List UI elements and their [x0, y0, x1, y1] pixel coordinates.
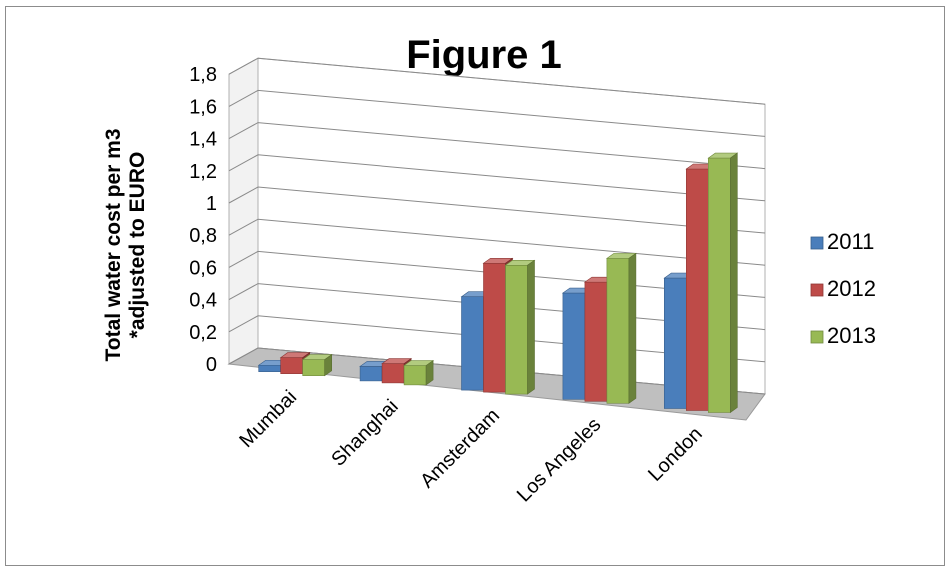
y-tick-label: 0 — [206, 354, 217, 376]
bar-front — [685, 168, 709, 411]
gridline — [228, 57, 766, 105]
bar — [504, 259, 536, 395]
y-tick-label: 0,4 — [189, 290, 217, 312]
x-tick-label: Los Angeles — [513, 414, 606, 507]
y-tick-label: 0,6 — [189, 257, 217, 279]
x-tick-label: Mumbai — [235, 386, 301, 452]
bar — [605, 252, 637, 404]
legend-label: 2012 — [827, 276, 876, 301]
legend: 2011 2012 2013 — [810, 229, 876, 348]
gridline — [228, 186, 766, 234]
bar-side — [324, 354, 333, 377]
bar-side — [628, 252, 637, 404]
y-tick-label: 1,8 — [189, 64, 217, 86]
legend-swatch — [810, 236, 824, 250]
y-axis-label: Total water cost per m3 *adjusted to EUR… — [102, 128, 149, 361]
x-tick-label: Amsterdam — [416, 405, 504, 493]
bar-front — [280, 357, 304, 374]
bar-front — [403, 365, 427, 386]
x-tick-label: London — [644, 423, 707, 486]
y-tick-label: 1,4 — [189, 129, 217, 151]
legend-label: 2013 — [827, 323, 876, 348]
y-tick-label: 0,8 — [189, 225, 217, 247]
bar-side — [729, 152, 738, 414]
y-axis-label-line1: Total water cost per m3 — [102, 128, 125, 361]
gridline — [228, 122, 766, 170]
bar-front — [302, 359, 326, 376]
bar-front — [606, 258, 630, 404]
y-tick-label: 0,2 — [189, 322, 217, 344]
x-tick-label: Shanghai — [327, 395, 402, 470]
bar — [301, 354, 333, 377]
gridline — [228, 89, 766, 137]
chart-title: Figure 1 — [406, 33, 562, 77]
bar-front — [505, 264, 528, 395]
bar-front — [483, 262, 506, 393]
bar-front — [381, 363, 405, 384]
bar-front — [584, 281, 608, 402]
legend-swatch — [810, 330, 824, 344]
y-tick-label: 1 — [206, 193, 217, 215]
legend-label: 2011 — [827, 229, 874, 254]
y-tick-labels: 0 0,2 0,4 0,6 0,8 1 1,2 1,4 1,6 1,8 — [189, 64, 217, 376]
bar-front — [258, 364, 282, 372]
bar-front — [707, 157, 731, 413]
bar-front — [663, 277, 687, 409]
bar-front — [359, 366, 383, 382]
legend-swatch — [810, 283, 824, 297]
bar-side — [527, 259, 535, 395]
bar — [707, 152, 739, 414]
bars — [257, 152, 739, 414]
y-tick-label: 1,6 — [189, 96, 217, 118]
bar-side — [425, 359, 434, 386]
gridline — [228, 154, 766, 202]
bar — [403, 359, 435, 386]
y-axis-label-line2: *adjusted to EURO — [126, 152, 149, 339]
bar-front — [562, 292, 586, 400]
gridline — [228, 218, 766, 266]
y-tick-label: 1,2 — [189, 161, 217, 183]
bar-front — [461, 296, 484, 391]
